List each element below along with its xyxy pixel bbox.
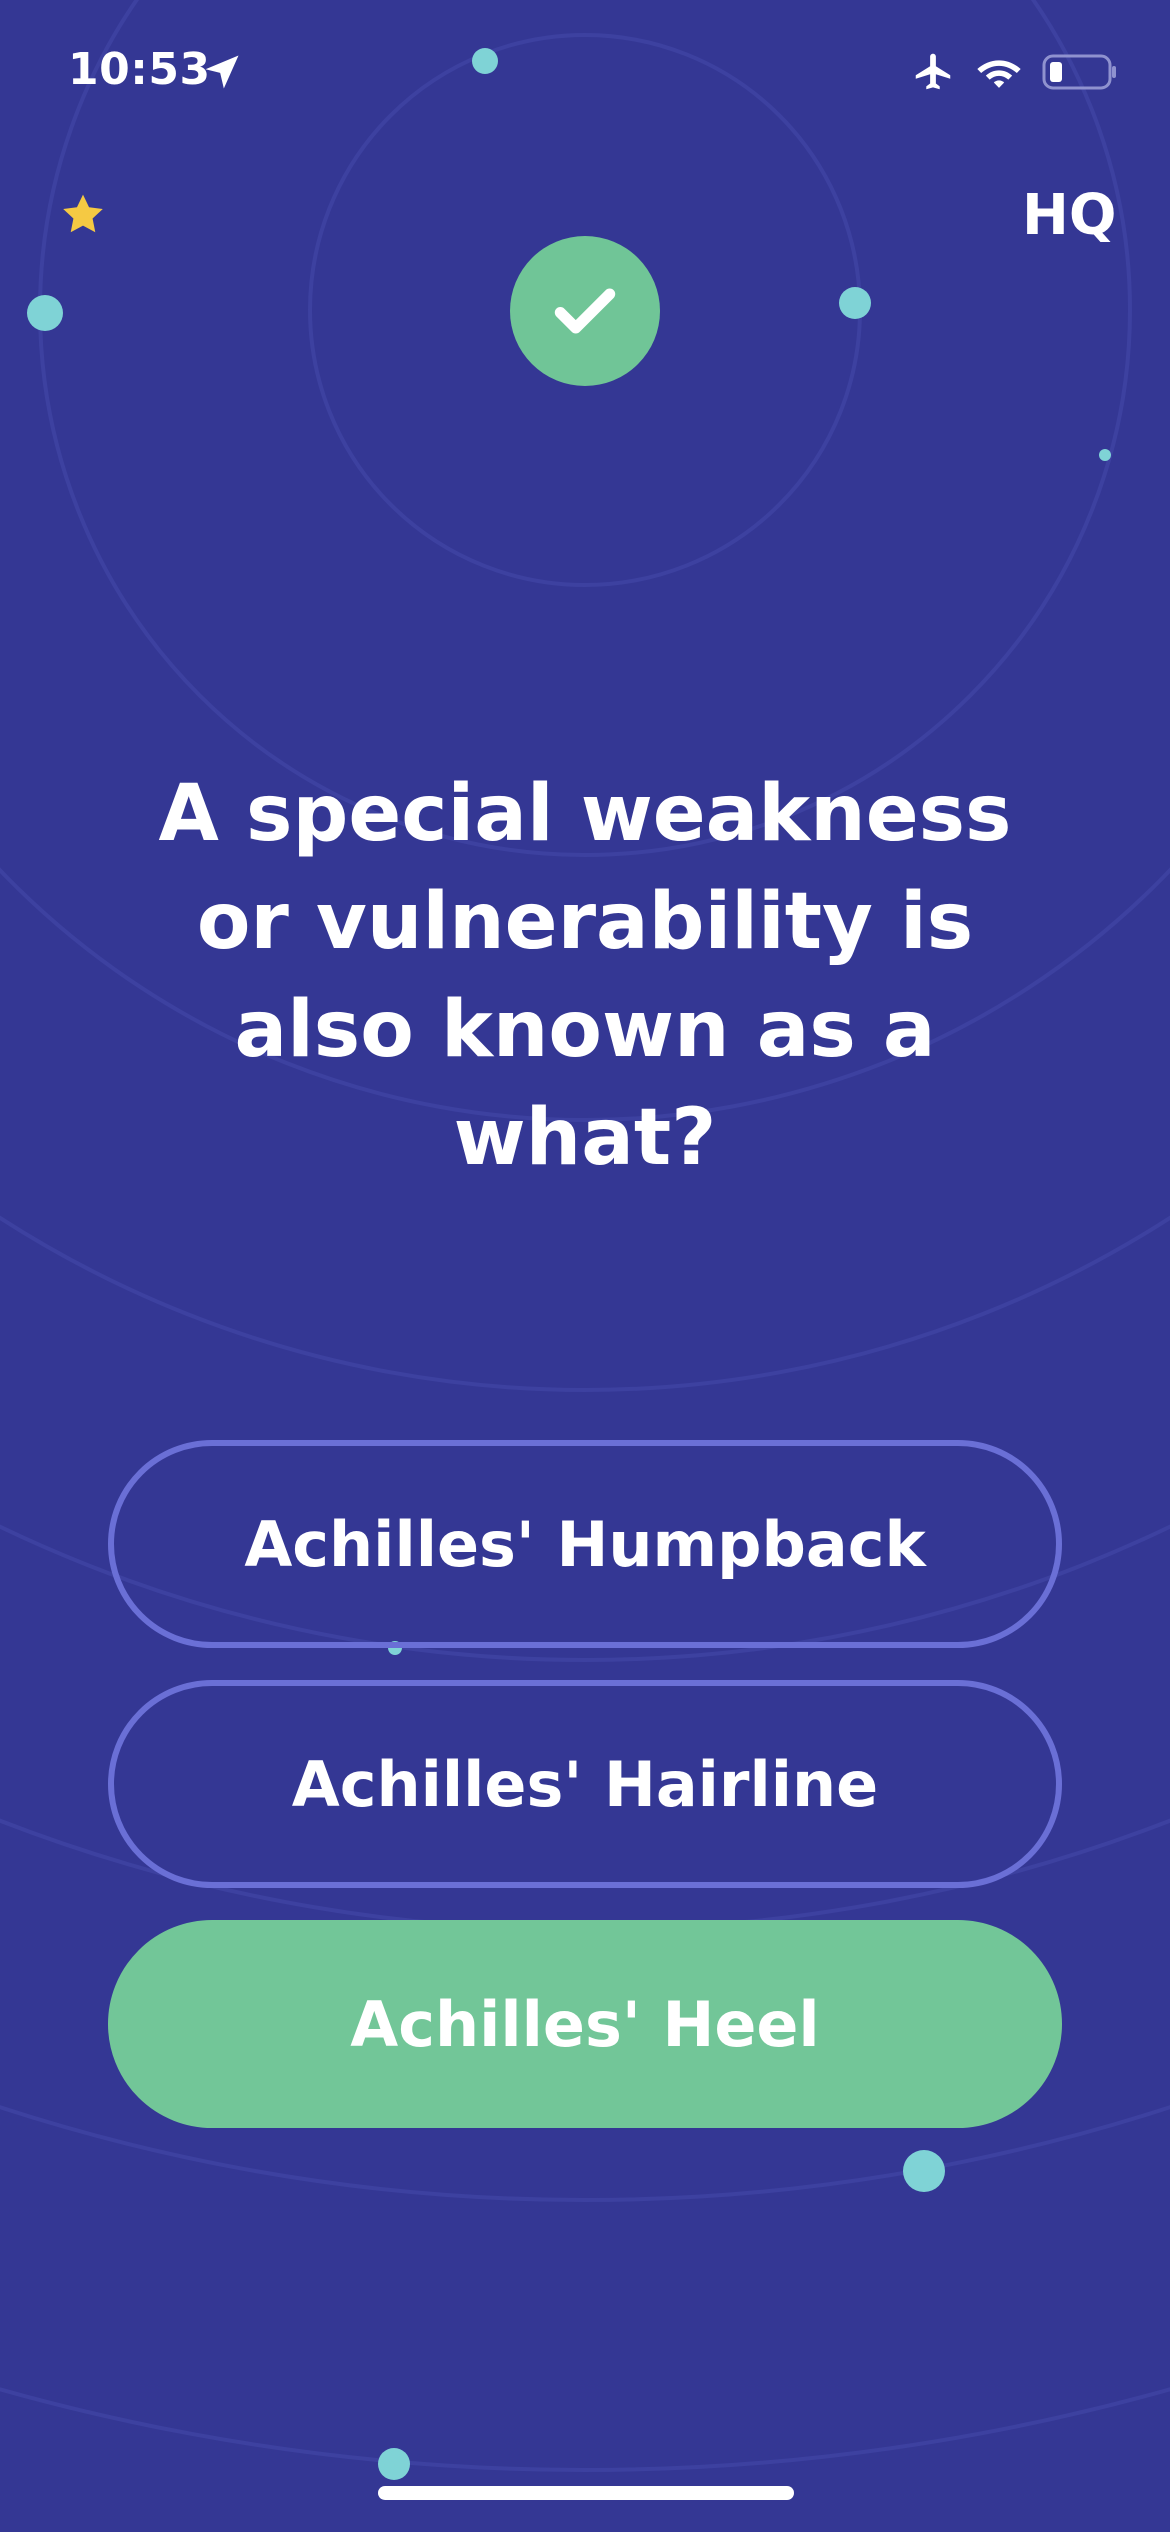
question-text: A special weakness or vulnerability is a…	[158, 769, 1012, 1183]
status-time: 10:53	[68, 44, 211, 95]
svg-text:HQ: HQ	[1022, 183, 1116, 248]
home-indicator[interactable]	[378, 2486, 794, 2500]
checkmark-icon	[554, 288, 616, 334]
location-arrow-icon	[205, 55, 239, 89]
hq-logo: HQ	[1022, 183, 1116, 248]
star-icon[interactable]	[58, 190, 108, 240]
correct-result-badge	[510, 236, 660, 386]
answer-option-1[interactable]: Achilles' Humpback	[108, 1440, 1062, 1648]
wifi-icon	[977, 60, 1021, 88]
answer-option-3-correct[interactable]: Achilles' Heel	[108, 1920, 1062, 2128]
answer-list: Achilles' Humpback Achilles' Hairline Ac…	[108, 1440, 1062, 2160]
status-icons	[910, 48, 1118, 96]
battery-icon	[1042, 54, 1116, 90]
decorative-dots	[27, 48, 1111, 2480]
airplane-icon	[915, 53, 951, 90]
answer-option-2[interactable]: Achilles' Hairline	[108, 1680, 1062, 1888]
